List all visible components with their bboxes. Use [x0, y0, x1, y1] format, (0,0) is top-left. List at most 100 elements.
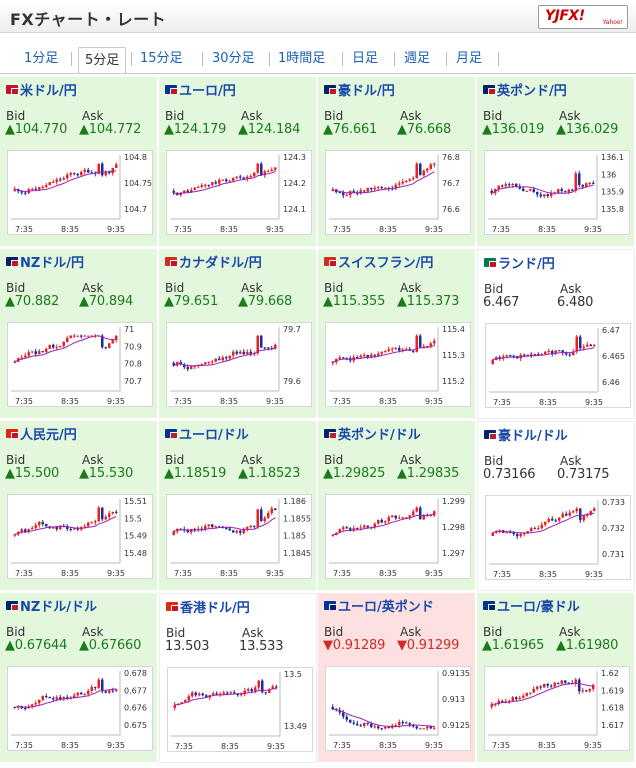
pair-link[interactable]: NZドル/ドル: [6, 599, 97, 617]
pair-link[interactable]: ユーロ/ドル: [165, 427, 249, 445]
candle-body: [394, 348, 397, 350]
candle-body: [429, 726, 432, 729]
rate-card[interactable]: 香港ドル/円 Bid Ask 13.503 13.533 13.5 13.49 7:35 8:3…: [159, 593, 317, 763]
candle-body: [366, 525, 369, 528]
candle-body: [228, 528, 231, 531]
rate-chart[interactable]: 13.5 13.49 7:35 8:35 9:35: [167, 667, 313, 752]
rate-card[interactable]: ランド/円 Bid Ask 6.467 6.480 6.47 6.465 6.46 7:35 8:…: [477, 249, 635, 419]
rate-chart[interactable]: 136.1 136 135.9 135.8 7:35 8:35 9:35: [484, 150, 630, 235]
candle-body: [415, 335, 418, 352]
ask-value: 13.533: [239, 639, 284, 654]
rate-card[interactable]: 豪ドル/ドル Bid Ask 0.73166 0.73175 0.733 0.732 0.73…: [477, 421, 635, 591]
candle-body: [558, 350, 561, 352]
pair-link[interactable]: ユーロ/円: [165, 83, 236, 101]
pair-link[interactable]: カナダドル/円: [165, 255, 262, 273]
rate-chart[interactable]: 79.7 79.6 7:35 8:35 9:35: [166, 322, 312, 407]
rate-chart[interactable]: 1.186 1.1855 1.185 1.1845 7:35 8:35 9:35: [166, 494, 312, 579]
tab-1hour[interactable]: 1時間足: [278, 51, 326, 66]
tab-daily[interactable]: 日足: [352, 51, 379, 66]
flag-icon: [484, 258, 496, 267]
pair-name: 米ドル/円: [20, 84, 77, 99]
tab-weekly[interactable]: 週足: [404, 51, 431, 66]
rate-card[interactable]: 人民元/円 Bid Ask ▲15.500 ▲15.530 15.51 15.5 15.49 1…: [0, 421, 158, 591]
rate-card[interactable]: 英ポンド/円 Bid Ask ▲136.019 ▲136.029 136.1 136 135.…: [477, 77, 635, 247]
rate-card[interactable]: NZドル/円 Bid Ask ▲70.882 ▲70.894 71 70.9 70.8 70.7…: [0, 249, 158, 419]
rate-chart[interactable]: 104.8 104.75 104.7 7:35 8:35 9:35: [7, 150, 153, 235]
rate-chart[interactable]: 124.3 124.2 124.1 7:35 8:35 9:35: [166, 150, 312, 235]
rate-card[interactable]: ユーロ/豪ドル Bid Ask ▲1.61965 ▲1.61980 1.62 1.619 1.…: [477, 593, 635, 763]
tab-1min[interactable]: 1分足: [24, 51, 59, 66]
candle-body: [504, 701, 507, 703]
pair-link[interactable]: ランド/円: [484, 256, 555, 274]
candle-body: [250, 689, 253, 692]
moving-average-line: [174, 688, 277, 706]
tab-15min[interactable]: 15分足: [140, 51, 183, 66]
pair-link[interactable]: 香港ドル/円: [166, 600, 250, 618]
candle-body: [582, 515, 585, 521]
rate-chart[interactable]: 0.9135 0.913 0.9125 7:35 8:35 9:35: [325, 666, 471, 751]
rate-chart[interactable]: 0.733 0.732 0.731 7:35 8:35 9:35: [485, 495, 631, 580]
flag-icon: [165, 257, 177, 266]
pair-link[interactable]: 人民元/円: [6, 427, 77, 445]
candle-body: [398, 722, 401, 726]
tab-30min[interactable]: 30分足: [212, 51, 255, 66]
pair-link[interactable]: ユーロ/豪ドル: [483, 599, 580, 617]
pair-link[interactable]: 米ドル/円: [6, 83, 77, 101]
candle-body: [366, 187, 369, 192]
candle-body: [55, 697, 58, 700]
candle-body: [246, 526, 249, 529]
x-tick-label: 7:35: [175, 742, 193, 751]
rate-card[interactable]: 英ポンド/ドル Bid Ask ▲1.29825 ▲1.29835 1.299 1.298 1…: [318, 421, 476, 591]
candle-body: [191, 692, 194, 697]
rate-chart[interactable]: 15.51 15.5 15.49 15.48 7:35 8:35 9:35: [7, 494, 153, 579]
y-tick-label: 0.731: [602, 550, 625, 559]
candle-body: [111, 690, 114, 692]
rate-chart[interactable]: 1.299 1.298 1.297 7:35 8:35 9:35: [325, 494, 471, 579]
pair-link[interactable]: ユーロ/英ポンド: [324, 599, 434, 617]
rate-chart[interactable]: 71 70.9 70.8 70.7 7:35 8:35 9:35: [7, 322, 153, 407]
bid-value: ▲136.019: [482, 122, 545, 137]
x-tick-label: 9:35: [584, 225, 602, 234]
y-tick-label: 1.618: [601, 704, 624, 713]
rate-chart[interactable]: 0.678 0.677 0.676 0.675 7:35 8:35 9:35: [7, 666, 153, 751]
candle-body: [586, 514, 589, 516]
candle-body: [256, 335, 259, 354]
rate-card[interactable]: ユーロ/英ポンド Bid Ask ▼0.91289 ▼0.91299 0.9135 0.91…: [318, 593, 476, 763]
rate-card[interactable]: カナダドル/円 Bid Ask ▲79.651 ▲79.668 79.7 79.6 7:35 8…: [159, 249, 317, 419]
rate-chart[interactable]: 115.4 115.3 115.2 7:35 8:35 9:35: [325, 322, 471, 407]
x-tick-label: 8:35: [220, 569, 238, 578]
candle-body: [380, 351, 383, 354]
candle-body: [331, 189, 334, 191]
rate-card[interactable]: NZドル/ドル Bid Ask ▲0.67644 ▲0.67660 0.678 0.677 0…: [0, 593, 158, 763]
candle-body: [585, 183, 588, 187]
candle-body: [90, 686, 93, 691]
yjfx-logo[interactable]: YJFX! Yahoo!: [538, 5, 628, 29]
rate-chart[interactable]: 1.62 1.619 1.618 1.617 7:35 8:35 9:35: [484, 666, 630, 751]
rate-chart[interactable]: 76.8 76.7 76.6 7:35 8:35 9:35: [325, 150, 471, 235]
y-tick-label: 1.299: [442, 497, 465, 506]
pair-link[interactable]: 英ポンド/ドル: [324, 427, 421, 445]
candle-body: [183, 364, 186, 368]
rate-chart[interactable]: 6.47 6.465 6.46 7:35 8:35 9:35: [485, 323, 631, 408]
candle-body: [97, 163, 100, 174]
rate-card[interactable]: 米ドル/円 Bid Ask ▲104.770 ▲104.772 104.8 104.75 10…: [0, 77, 158, 247]
tab-monthly[interactable]: 月足: [456, 51, 483, 66]
candle-body: [186, 529, 189, 533]
bid-label: Bid: [484, 454, 504, 468]
rate-card[interactable]: スイスフラン/円 Bid Ask ▲115.355 ▲115.373 115.4 115.3…: [318, 249, 476, 419]
rate-card[interactable]: ユーロ/円 Bid Ask ▲124.179 ▲124.184 124.3 124.2 124…: [159, 77, 317, 247]
pair-link[interactable]: スイスフラン/円: [324, 255, 433, 273]
candle-body: [232, 351, 235, 356]
tab-5min[interactable]: 5分足: [78, 47, 127, 74]
x-tick-label: 7:35: [333, 569, 351, 578]
pair-link[interactable]: 英ポンド/円: [483, 83, 567, 101]
y-tick-label: 70.8: [124, 360, 142, 369]
candlestick-svg: 1.186 1.1855 1.185 1.1845 7:35 8:35 9:35: [170, 497, 311, 578]
candle-body: [108, 690, 111, 693]
rate-card[interactable]: ユーロ/ドル Bid Ask ▲1.18519 ▲1.18523 1.186 1.1855 1…: [159, 421, 317, 591]
candle-body: [90, 522, 93, 524]
pair-link[interactable]: 豪ドル/円: [324, 83, 395, 101]
pair-link[interactable]: NZドル/円: [6, 255, 84, 273]
pair-link[interactable]: 豪ドル/ドル: [484, 428, 568, 446]
rate-card[interactable]: 豪ドル/円 Bid Ask ▲76.661 ▲76.668 76.8 76.7 76.6 7:3…: [318, 77, 476, 247]
